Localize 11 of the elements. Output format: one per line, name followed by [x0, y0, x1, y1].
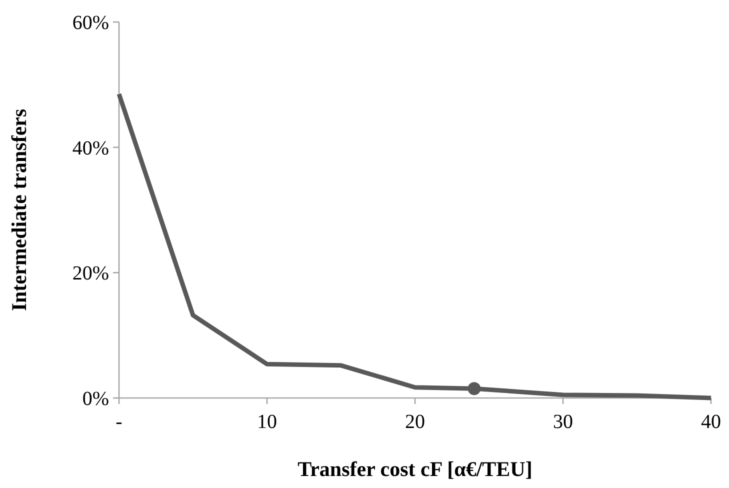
- x-tick-label: 20: [405, 411, 425, 433]
- x-tick-label: 10: [257, 411, 277, 433]
- y-tick-label: 40%: [72, 137, 109, 160]
- x-tick-label: 40: [701, 411, 721, 433]
- y-axis-title: Intermediate transfers: [7, 108, 31, 312]
- x-tick-label: 30: [553, 411, 573, 433]
- y-tick-label: 0%: [82, 388, 109, 410]
- x-axis-title: Transfer cost cF [α€/TEU]: [298, 457, 532, 481]
- x-tick-label: -: [116, 411, 122, 433]
- y-tick-label: 60%: [72, 12, 109, 34]
- y-tick-label: 20%: [72, 262, 109, 285]
